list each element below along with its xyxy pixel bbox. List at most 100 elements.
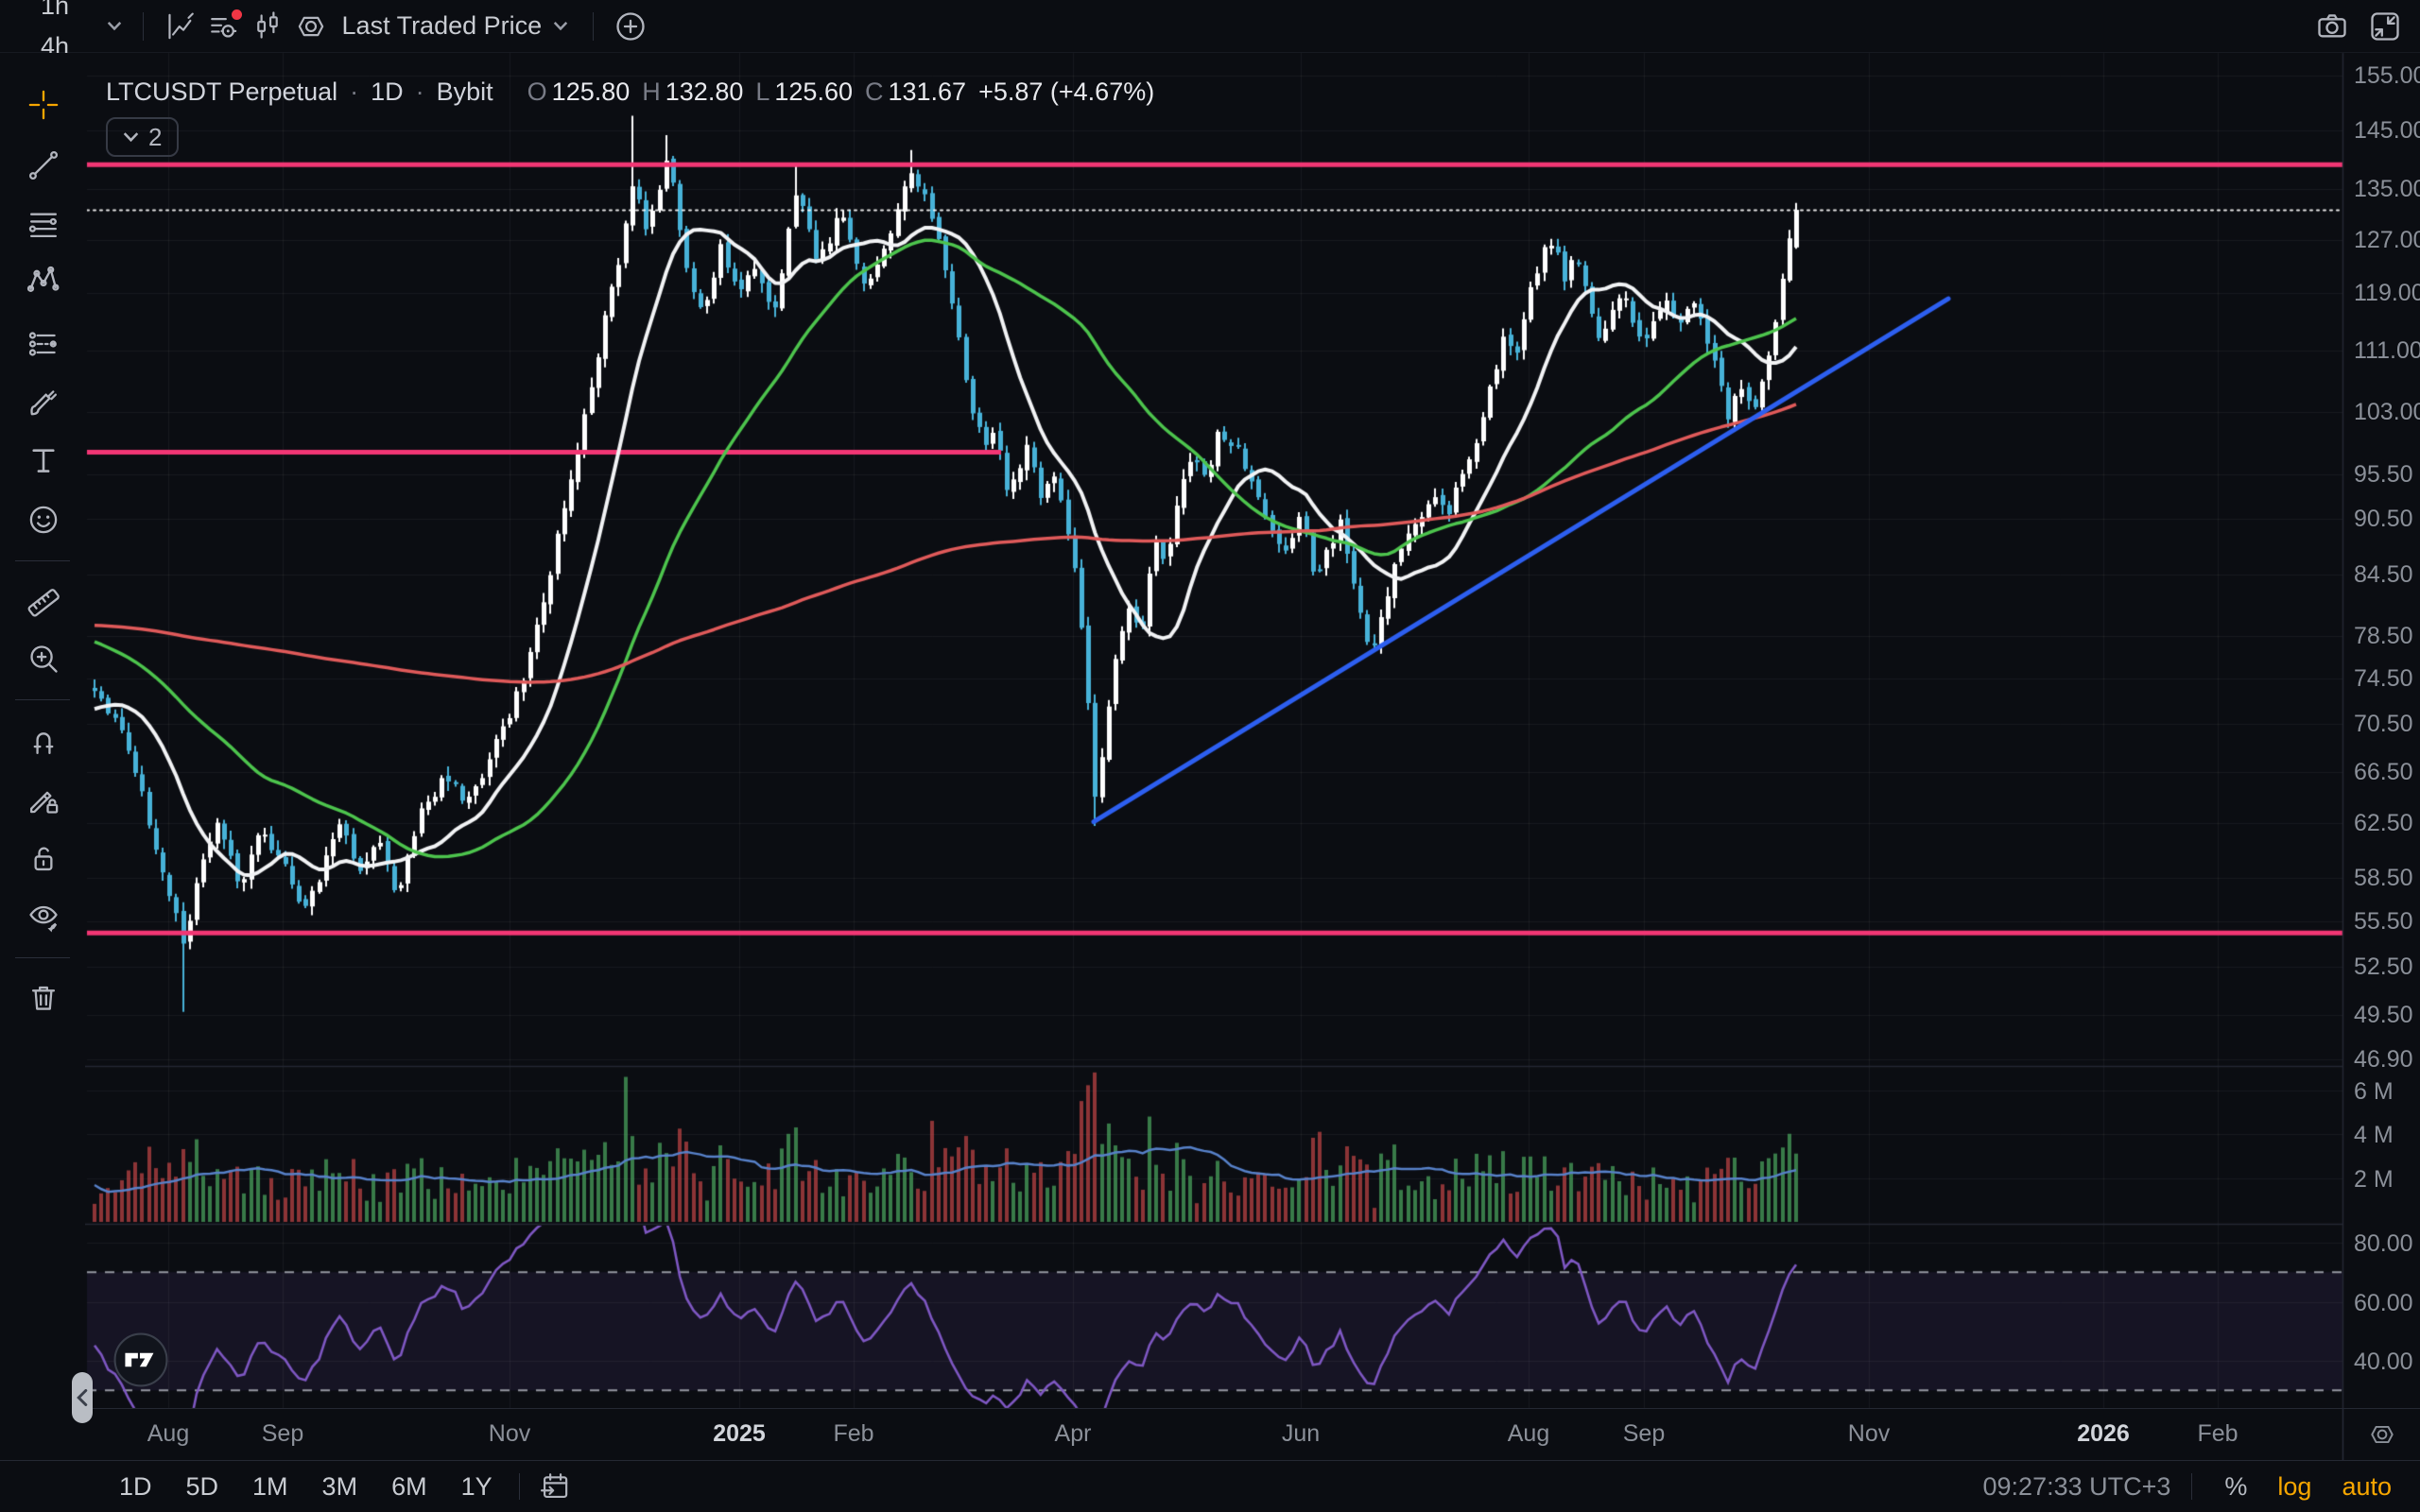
price-source-label: Last Traded Price [341,11,543,40]
range-button-6M[interactable]: 6M [391,1471,427,1501]
interval-label: 1D [371,77,404,106]
add-indicator-icon[interactable] [609,5,652,48]
clock[interactable]: 09:27:33 UTC+3 [1982,1471,2171,1501]
price-source-dropdown[interactable]: Last Traded Price [333,6,579,46]
time-axis[interactable]: Aug Sep Nov 2025 Feb Apr Jun Aug Sep Nov 2026 Feb [85,1408,2342,1460]
percent-scale-button[interactable]: % [2224,1471,2248,1501]
change-value: +5.87 (+4.67%) [978,77,1155,106]
range-button-1Y[interactable]: 1Y [460,1471,493,1501]
price-tick-label: 46.90 [2354,1046,2413,1074]
price-tick-label: 145.00 [2354,117,2420,145]
toolbar-divider [15,957,70,958]
xabcd-pattern-icon[interactable] [25,262,62,300]
time-tick-label: Nov [1847,1420,1891,1447]
toolbar-right-group [2310,0,2407,53]
time-tick-label: Feb [833,1420,874,1447]
minimize-icon[interactable] [2363,5,2407,48]
time-tick-label: Jun [1281,1420,1321,1447]
zoom-in-icon[interactable] [25,640,62,678]
volume-tick-label: 6 M [2354,1077,2394,1105]
close-label: C [864,77,884,106]
tradingview-logo[interactable] [113,1332,168,1392]
time-tick-label: Sep [1622,1420,1666,1447]
toolbar-divider [142,11,144,41]
ruler-icon[interactable] [25,581,62,619]
compare-icon[interactable] [246,5,289,48]
text-icon[interactable] [25,441,62,479]
timeframe-button-1h[interactable]: 1h [41,0,70,20]
range-button-5D[interactable]: 5D [185,1471,219,1501]
symbol-legend[interactable]: LTCUSDT Perpetual · 1D · Bybit O 125.80 H… [106,77,1154,107]
lock-all-icon[interactable] [25,840,62,878]
legend-collapse-button[interactable]: 2 [106,117,180,157]
time-tick-label: 2025 [713,1420,766,1447]
high-value: 132.80 [665,77,744,106]
toolbar-divider [2191,1473,2193,1500]
drawing-toolbar [0,53,85,1512]
price-tick-label: 74.50 [2354,665,2413,693]
gear-icon [2370,1426,2394,1443]
price-tick-label: 127.00 [2354,226,2420,253]
time-tick-label: Nov [488,1420,531,1447]
bottom-right-group: 09:27:33 UTC+3 % log auto [1983,1469,2403,1505]
open-label: O [527,77,547,106]
rsi-tick-label: 40.00 [2354,1349,2413,1375]
toolbar-divider [518,1473,520,1500]
price-tick-label: 95.50 [2354,460,2413,488]
go-to-date-icon[interactable] [533,1465,577,1508]
series-style-icon[interactable] [159,5,202,48]
hide-drawings-icon[interactable] [25,898,62,936]
auto-scale-button[interactable]: auto [2342,1471,2392,1501]
indicators-icon[interactable] [202,5,246,48]
time-tick-label: Apr [1054,1420,1092,1447]
price-tick-label: 58.50 [2354,864,2413,891]
axis-settings-corner[interactable] [2342,1408,2420,1460]
brush-icon[interactable] [25,384,62,421]
legend-separator: · [350,77,359,106]
time-tick-label: Aug [1507,1420,1550,1447]
price-tick-label: 111.00 [2354,336,2420,364]
toolbar-divider [15,560,70,561]
bottom-toolbar: 1D 5D 1M 3M 6M 1Y 09:27:33 UTC+3 % log auto [0,1460,2420,1512]
fib-retracement-icon[interactable] [25,205,62,243]
panel-collapse-handle[interactable] [72,1372,93,1423]
symbol-name: LTCUSDT Perpetual [106,77,338,106]
range-button-1D[interactable]: 1D [119,1471,152,1501]
range-button-1M[interactable]: 1M [252,1471,288,1501]
projection-icon[interactable] [25,325,62,363]
crosshair-icon[interactable] [25,86,62,124]
price-tick-label: 119.00 [2354,280,2420,307]
timeframe-menu-caret[interactable] [107,21,122,31]
price-tick-label: 55.50 [2354,907,2413,935]
trend-line-icon[interactable] [25,146,62,184]
magnet-icon[interactable] [25,722,62,760]
chart-template-icon[interactable] [289,5,333,48]
open-value: 125.80 [551,77,631,106]
remove-drawings-icon[interactable] [25,979,62,1017]
price-tick-label: 66.50 [2354,759,2413,786]
drawing-lock-icon[interactable] [25,781,62,818]
price-tick-label: 155.00 [2354,62,2420,89]
price-tick-label: 62.50 [2354,810,2413,837]
price-tick-label: 135.00 [2354,176,2420,203]
price-tick-label: 90.50 [2354,505,2413,532]
chevron-left-icon [77,1389,88,1406]
log-scale-button[interactable]: log [2277,1471,2312,1501]
price-axis[interactable]: 155.00 145.00 135.00 127.00 119.00 111.00 103.… [2342,53,2420,1408]
toolbar-divider [593,11,595,41]
time-tick-label: Aug [147,1420,190,1447]
high-label: H [642,77,661,106]
price-tick-label: 103.00 [2354,398,2420,425]
price-tick-label: 70.50 [2354,711,2413,738]
indicator-count: 2 [148,122,163,151]
volume-tick-label: 4 M [2354,1122,2394,1148]
camera-icon[interactable] [2310,5,2354,48]
emoji-icon[interactable] [25,501,62,539]
price-tick-label: 78.50 [2354,622,2413,649]
time-tick-label: 2026 [2077,1420,2130,1447]
time-tick-label: Sep [261,1420,304,1447]
range-button-3M[interactable]: 3M [321,1471,358,1501]
exchange-label: Bybit [436,77,493,106]
